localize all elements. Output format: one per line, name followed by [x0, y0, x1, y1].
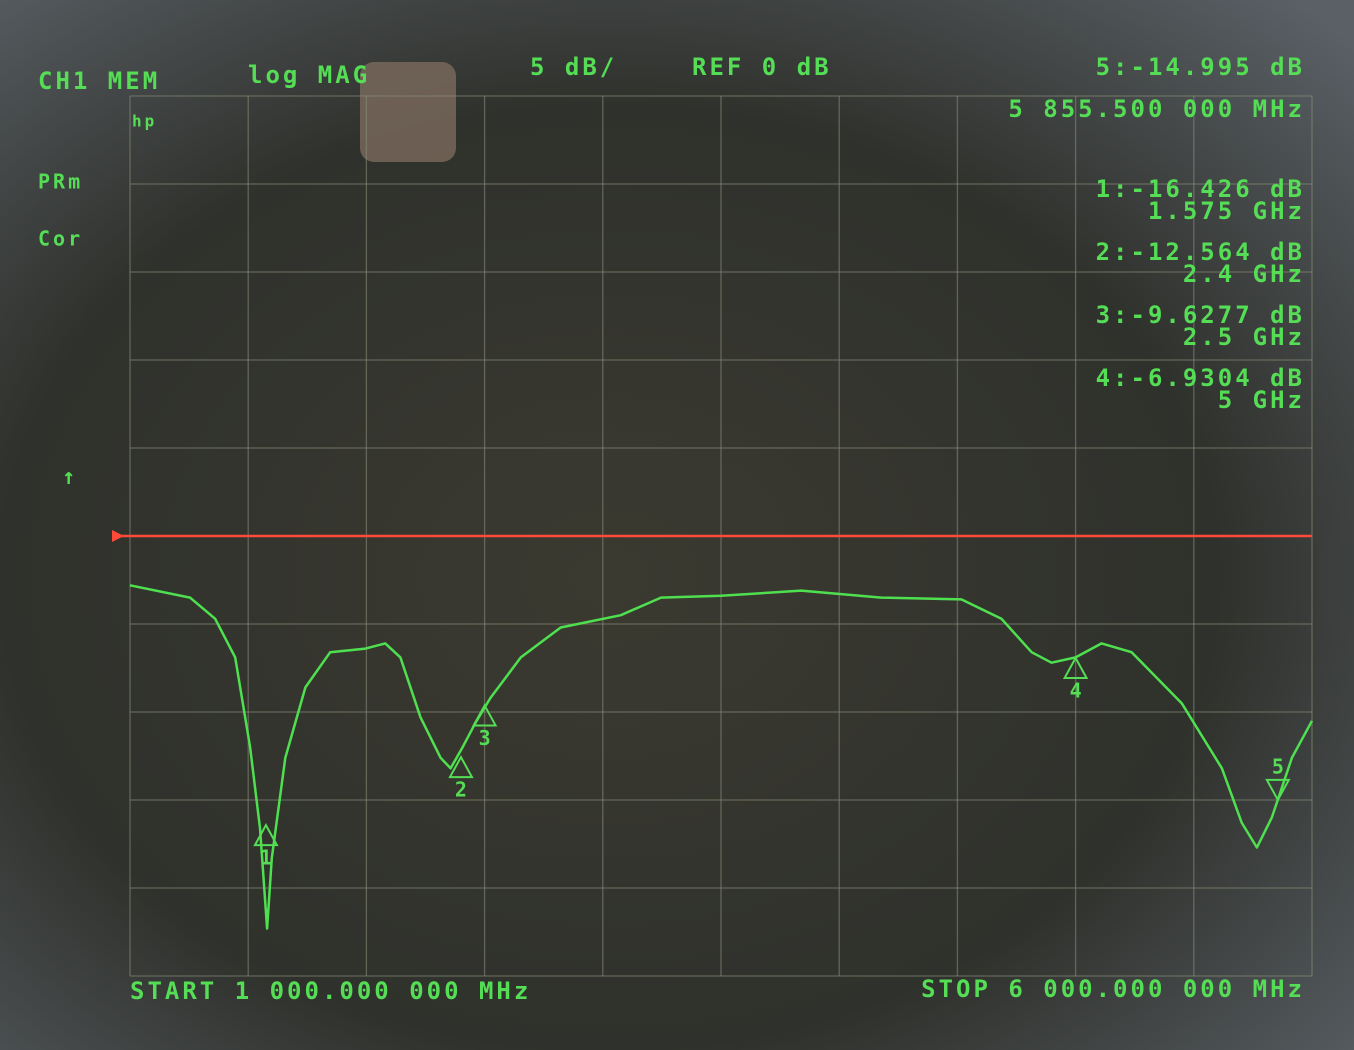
marker-frequency: 5 855.500 000 MHz [1008, 95, 1305, 123]
logo: hp [132, 112, 157, 131]
marker [253, 823, 279, 847]
reference: REF 0 dB [692, 53, 832, 81]
marker [1265, 778, 1291, 802]
marker-number: 3: [1096, 301, 1131, 329]
marker-number: 2: [1096, 238, 1131, 266]
marker [448, 755, 474, 779]
marker-value: -6.9304 dB [1131, 364, 1306, 392]
marker-label: 3 [479, 726, 491, 750]
marker-readout: 2:-12.564 dB [1096, 238, 1305, 266]
screen-stain [360, 62, 456, 162]
marker-value: -9.6277 dB [1131, 301, 1306, 329]
stop-frequency: STOP 6 000.000 000 MHz [921, 975, 1305, 1003]
marker-readout: 5:-14.995 dB [1096, 53, 1305, 81]
marker-value: -16.426 dB [1131, 175, 1306, 203]
marker-number: 1: [1096, 175, 1131, 203]
scale: 5 dB/ [530, 53, 617, 81]
marker-value: -12.564 dB [1131, 238, 1306, 266]
marker [471, 703, 498, 727]
marker-frequency: 1.575 GHz [1148, 197, 1305, 225]
marker-number: 4: [1096, 364, 1131, 392]
marker-label: 2 [455, 778, 467, 802]
reference-pointer [112, 530, 124, 542]
marker-frequency: 5 GHz [1218, 386, 1305, 414]
channel: CH1 MEM [38, 67, 160, 95]
reference-arrow: ↑ [62, 465, 78, 490]
marker-value: -14.995 dB [1131, 53, 1306, 81]
marker-label: 4 [1070, 678, 1082, 702]
marker-readout: 4:-6.9304 dB [1096, 364, 1305, 392]
status: Cor [38, 227, 83, 251]
marker-readout: 3:-9.6277 dB [1096, 301, 1305, 329]
marker-frequency: 2.5 GHz [1183, 323, 1305, 351]
status: PRm [38, 170, 83, 194]
marker-label: 1 [260, 846, 272, 870]
marker-label: 5 [1272, 754, 1284, 778]
marker-number: 5: [1096, 53, 1131, 81]
format: log MAG [248, 61, 370, 89]
marker-readout: 1:-16.426 dB [1096, 175, 1305, 203]
trace [129, 584, 1314, 930]
start-frequency: START 1 000.000 000 MHz [130, 977, 531, 1005]
marker [1062, 655, 1089, 679]
marker-frequency: 2.4 GHz [1183, 260, 1305, 288]
